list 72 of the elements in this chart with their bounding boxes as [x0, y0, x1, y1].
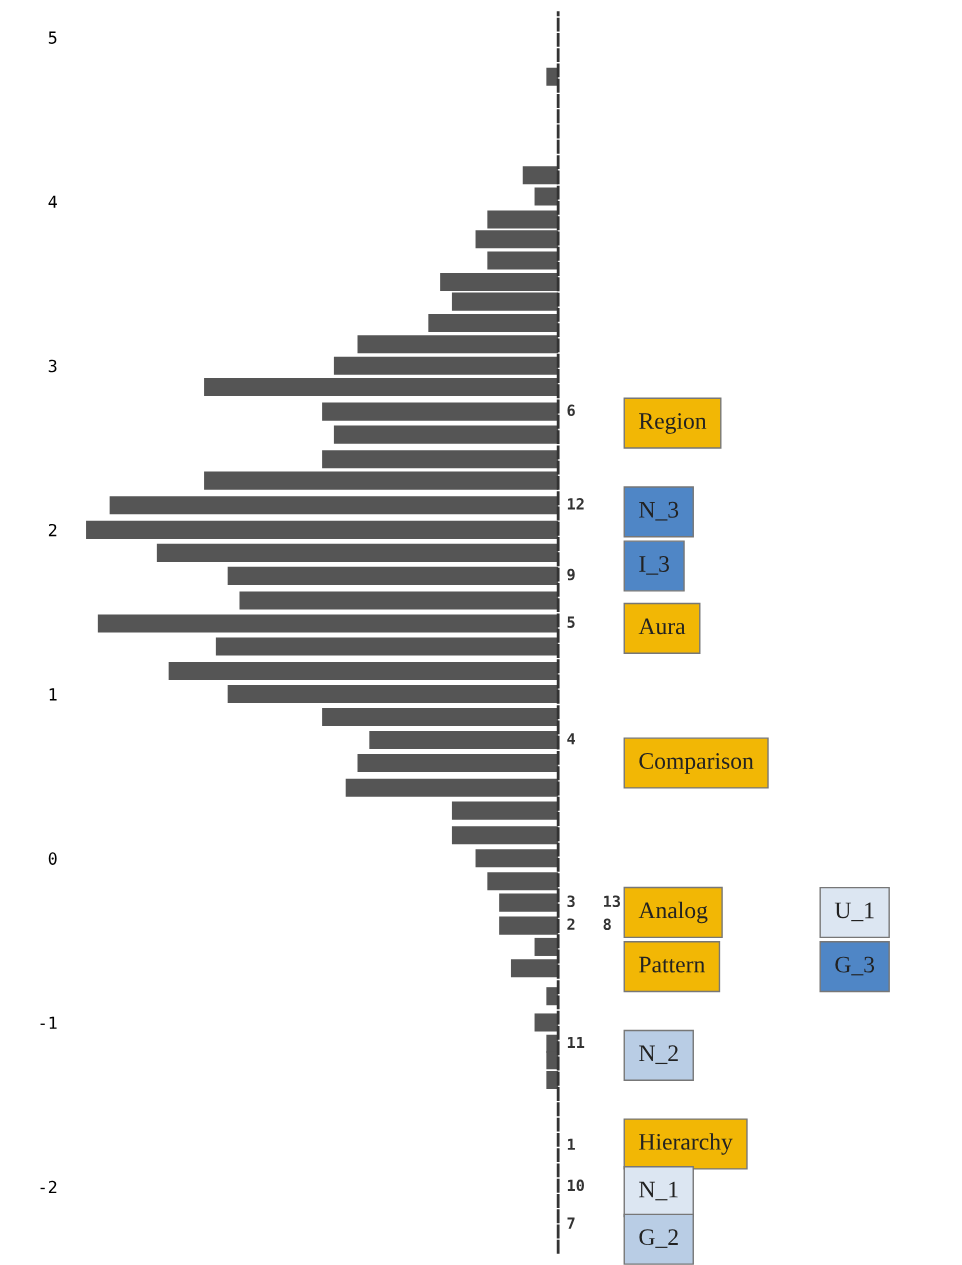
- bar: [204, 377, 559, 397]
- y-tick-label: -1: [40, 1016, 57, 1029]
- y-tick-label: -2: [40, 1180, 57, 1194]
- text: Analog: [638, 901, 708, 924]
- bar: [487, 251, 559, 270]
- text: N_3: [639, 501, 679, 521]
- text: 1: [567, 1138, 575, 1150]
- bar: [499, 916, 559, 935]
- bar: [357, 335, 559, 354]
- y-tick-label: 1: [49, 688, 57, 701]
- text: Aura: [638, 618, 686, 635]
- y-tick-label: 2: [48, 523, 57, 537]
- text: 11: [567, 1036, 585, 1049]
- bar: [499, 893, 559, 912]
- text: 12: [567, 498, 584, 510]
- bar: [522, 166, 559, 185]
- text: G_2: [639, 1229, 678, 1248]
- bar: [546, 67, 559, 86]
- bar: [239, 591, 559, 610]
- bar: [534, 1013, 559, 1032]
- text: U_1: [834, 902, 874, 922]
- bar: [546, 987, 559, 1006]
- bar: [97, 614, 559, 633]
- bar: [534, 187, 559, 206]
- y-tick-label: 4: [48, 195, 57, 208]
- bar: [345, 778, 559, 797]
- bar: [109, 496, 559, 515]
- bar: [215, 637, 559, 656]
- text: 7: [567, 1217, 575, 1229]
- bar: [227, 566, 559, 585]
- text: 2: [567, 918, 575, 930]
- bar: [546, 1070, 559, 1089]
- bar: [510, 959, 559, 978]
- text: 6: [567, 404, 575, 417]
- text: Pattern: [639, 956, 705, 973]
- bar: [451, 292, 559, 311]
- text: G_3: [835, 956, 875, 976]
- bar: [86, 520, 559, 539]
- bar: [322, 402, 559, 421]
- text: N_1: [639, 1181, 678, 1201]
- bar: [369, 731, 559, 750]
- bar: [475, 849, 559, 868]
- text: 5: [567, 616, 575, 628]
- bar: [534, 937, 559, 956]
- text: 3: [567, 895, 575, 908]
- bar: [156, 543, 559, 562]
- bar: [333, 356, 559, 375]
- text: 8: [603, 918, 611, 931]
- text: Region: [639, 413, 707, 434]
- bar: [487, 872, 559, 891]
- bar: [428, 313, 559, 333]
- text: Comparison: [639, 753, 754, 774]
- text: 9: [567, 568, 575, 581]
- bar: [204, 471, 559, 490]
- text: 4: [567, 733, 576, 745]
- bar: [451, 801, 559, 820]
- bar: [440, 272, 559, 291]
- y-tick-label: 5: [48, 31, 57, 44]
- text: N_2: [639, 1045, 678, 1065]
- text: 13: [604, 895, 621, 908]
- y-tick-label: 3: [48, 359, 57, 373]
- text: I_3: [639, 556, 669, 575]
- bar: [333, 425, 559, 444]
- bar: [357, 754, 559, 773]
- text: 10: [567, 1179, 584, 1192]
- bar: [322, 450, 559, 469]
- bar: [168, 662, 559, 681]
- bar: [322, 708, 559, 727]
- y-tick-label: 0: [48, 852, 57, 865]
- bar: [227, 685, 559, 704]
- text: Hierarchy: [639, 1133, 733, 1155]
- bar: [451, 826, 559, 845]
